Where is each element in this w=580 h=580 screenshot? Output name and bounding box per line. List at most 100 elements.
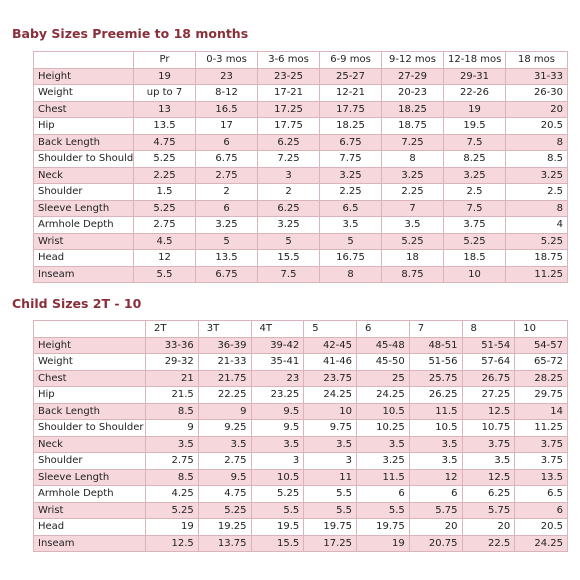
table-row: Shoulder 1.5 2 2 2.25 2.25 2.5 2.5: [33, 183, 568, 201]
table-cell: 36-39: [197, 336, 252, 354]
table-row: Height 33-36 36-39 39-42 42-45 45-48 48-51 51-5…: [33, 336, 568, 354]
table-cell: 23: [195, 67, 258, 85]
table-cell: 10.75: [461, 419, 516, 437]
table-cell: 6.5: [514, 485, 568, 503]
table-cell: 5.5: [133, 265, 196, 283]
table-cell: 5.5: [250, 501, 305, 519]
table-row: Neck 2.25 2.75 3 3.25 3.25 3.25 3.25: [33, 166, 568, 184]
table-cell: 24.25: [303, 386, 357, 404]
table-cell: 39-42: [250, 336, 305, 354]
table-cell: 25.75: [408, 369, 463, 387]
table-cell: 3.25: [505, 166, 568, 184]
table-cell: 20-23: [381, 84, 444, 102]
table-cell: 3.25: [443, 166, 506, 184]
table-row: Height 19 23 23-25 25-27 27-29 29-31 31-33: [33, 67, 568, 85]
table-cell: 9.25: [197, 419, 252, 437]
table-cell: 22.5: [461, 534, 516, 552]
table-cell: 12: [408, 468, 463, 486]
table-row: Shoulder 2.75 2.75 3 3 3.25 3.5 3.5 3.75: [33, 452, 568, 470]
table-cell: 7.25: [257, 150, 320, 168]
row-label: Height: [33, 67, 134, 85]
table-cell: 51-54: [461, 336, 516, 354]
table-cell: 3.5: [381, 216, 444, 234]
table-cell: 22.25: [197, 386, 252, 404]
row-label: Neck: [33, 435, 146, 453]
row-label: Armhole Depth: [33, 485, 146, 503]
table-cell: 19: [443, 100, 506, 118]
row-label: Head: [33, 518, 146, 536]
table-cell: 19.5: [250, 518, 305, 536]
row-label: Shoulder: [33, 452, 146, 470]
table-cell: 5.25: [505, 232, 568, 250]
table-cell: 19.75: [303, 518, 357, 536]
table-cell: 25-27: [319, 67, 382, 85]
table-cell: 8: [505, 133, 568, 151]
table-cell: 13: [133, 100, 196, 118]
table-cell: 21-33: [197, 353, 252, 371]
table-cell: 2.25: [381, 183, 444, 201]
table-cell: 10: [303, 402, 357, 420]
table-cell: 20.5: [514, 518, 568, 536]
child-column-header: 8: [461, 320, 516, 338]
table-cell: 19.5: [443, 117, 506, 135]
table-cell: 17.25: [303, 534, 357, 552]
table-cell: 2: [195, 183, 258, 201]
table-cell: 29-31: [443, 67, 506, 85]
table-cell: 26.25: [408, 386, 463, 404]
table-cell: 9.5: [250, 419, 305, 437]
row-label: Armhole Depth: [33, 216, 134, 234]
table-row: Wrist 4.5 5 5 5 5.25 5.25 5.25: [33, 232, 568, 250]
child-column-header: 6: [356, 320, 410, 338]
row-label: Wrist: [33, 501, 146, 519]
table-cell: 3.5: [408, 435, 463, 453]
table-row: Weight 29-32 21-33 35-41 41-46 45-50 51-56 57-6…: [33, 353, 568, 371]
table-cell: 45-48: [356, 336, 410, 354]
table-cell: 54-57: [514, 336, 568, 354]
table-cell: 6.75: [195, 150, 258, 168]
table-cell: 9.5: [250, 402, 305, 420]
table-row: Shoulder to Shoulder 9 9.25 9.5 9.75 10.25 10.…: [33, 419, 568, 437]
table-cell: 4.75: [133, 133, 196, 151]
table-cell: 33-36: [145, 336, 199, 354]
table-cell: 12.5: [145, 534, 199, 552]
row-label: Weight: [33, 84, 134, 102]
table-cell: 20.75: [408, 534, 463, 552]
table-cell: 19: [133, 67, 196, 85]
table-cell: 23-25: [257, 67, 320, 85]
baby-column-header: 0-3 mos: [195, 51, 258, 69]
table-cell: 18.5: [443, 249, 506, 267]
table-cell: 17.25: [257, 100, 320, 118]
table-cell: 5.25: [133, 199, 196, 217]
baby-column-header: 3-6 mos: [257, 51, 320, 69]
table-cell: 3.5: [197, 435, 252, 453]
table-cell: 8.25: [443, 150, 506, 168]
table-cell: 24.25: [356, 386, 410, 404]
table-row: Sleeve Length 5.25 6 6.25 6.5 7 7.5 8: [33, 199, 568, 217]
table-cell: 7.75: [319, 150, 382, 168]
table-cell: 7: [381, 199, 444, 217]
table-row: Chest 21 21.75 23 23.75 25 25.75 26.75 28.25: [33, 369, 568, 387]
table-cell: 21: [145, 369, 199, 387]
table-cell: 27-29: [381, 67, 444, 85]
row-label: Sleeve Length: [33, 468, 146, 486]
table-cell: 13.5: [514, 468, 568, 486]
child-column-header: 7: [408, 320, 463, 338]
table-cell: 5.25: [443, 232, 506, 250]
table-cell: 3.5: [303, 435, 357, 453]
table-cell: 7.5: [443, 199, 506, 217]
baby-header-row: Pr 0-3 mos 3-6 mos 6-9 mos 9-12 mos 12-18 mos…: [33, 51, 568, 69]
table-cell: 7.25: [381, 133, 444, 151]
table-cell: 57-64: [461, 353, 516, 371]
child-header-corner: [33, 320, 146, 338]
table-cell: 19: [356, 534, 410, 552]
table-row: Inseam 5.5 6.75 7.5 8 8.75 10 11.25: [33, 265, 568, 283]
table-cell: 3: [257, 166, 320, 184]
baby-column-header: Pr: [133, 51, 196, 69]
table-cell: 8.5: [505, 150, 568, 168]
table-cell: 15.5: [257, 249, 320, 267]
table-cell: 65-72: [514, 353, 568, 371]
table-cell: 23.25: [250, 386, 305, 404]
table-cell: 13.75: [197, 534, 252, 552]
table-cell: 17.75: [319, 100, 382, 118]
child-column-header: 5: [303, 320, 357, 338]
